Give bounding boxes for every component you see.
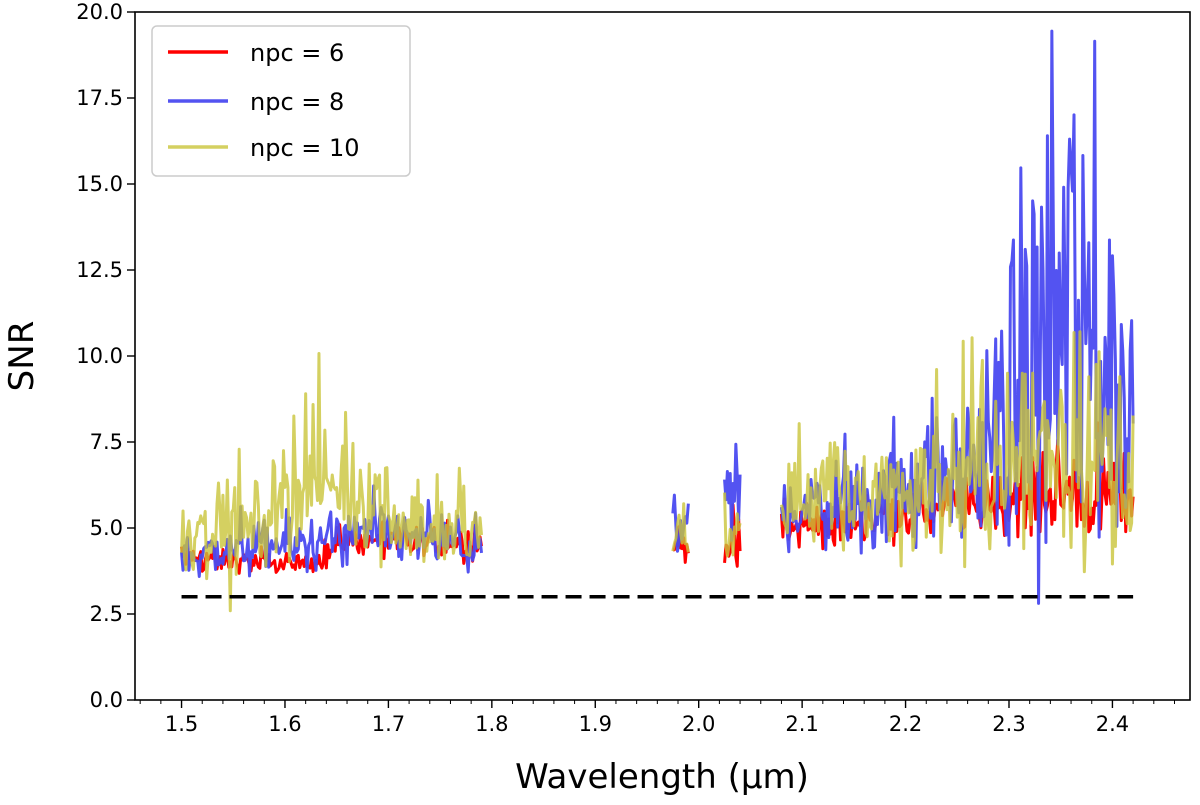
legend-label-npc-10: npc = 10 [250,134,360,162]
x-tick-label: 2.0 [682,712,715,736]
legend-label-npc-8: npc = 8 [250,88,344,116]
series-layer [180,29,1135,613]
y-tick-label: 15.0 [76,172,123,196]
x-tick-label: 1.9 [579,712,612,736]
x-tick-label: 2.4 [1096,712,1129,736]
plot-area [180,29,1135,613]
y-tick-label: 12.5 [76,258,123,282]
legend-frame [151,25,411,177]
y-tick-label: 10.0 [76,344,123,368]
y-tick-label: 20.0 [76,0,123,24]
legend: npc = 6 npc = 8 npc = 10 [151,25,411,177]
x-tick-label: 1.6 [268,712,301,736]
series-line [779,330,1135,574]
legend-label-npc-6: npc = 6 [250,39,344,67]
x-axis-ticks: 1.5 1.6 1.7 1.8 1.9 2.0 2.1 2.2 2.3 2.4 [139,700,1175,736]
series-line [723,442,742,542]
x-tick-label: 1.5 [165,712,198,736]
y-tick-label: 2.5 [90,602,123,626]
series-line [671,502,690,553]
x-tick-label: 2.2 [889,712,922,736]
y-axis-label: SNR [2,321,42,392]
x-tick-label: 2.1 [785,712,818,736]
y-tick-label: 17.5 [76,86,123,110]
y-tick-label: 7.5 [90,430,123,454]
series-line [723,492,742,558]
series-npc-10 [180,330,1135,613]
y-tick-label: 0.0 [90,688,123,712]
x-tick-label: 2.3 [992,712,1025,736]
x-axis-label: Wavelength (μm) [515,757,809,797]
y-axis-ticks: 0.0 2.5 5.0 7.5 10.0 12.5 15.0 17.5 20.0 [76,0,135,712]
x-tick-label: 1.7 [372,712,405,736]
series-line [180,351,483,613]
x-tick-label: 1.8 [475,712,508,736]
y-tick-label: 5.0 [90,516,123,540]
